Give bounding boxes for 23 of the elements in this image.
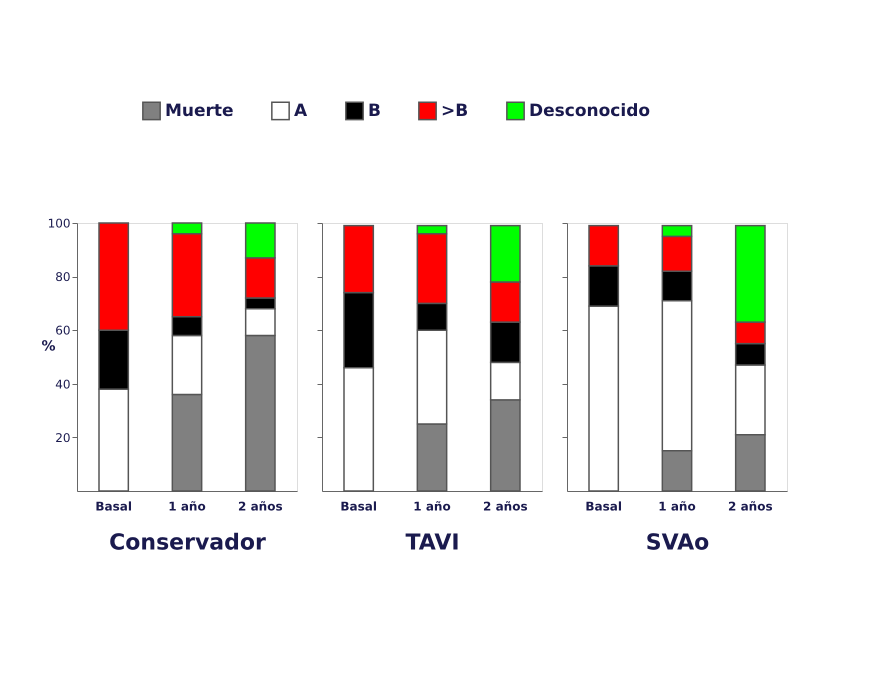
x-tick-label: Basal	[95, 500, 132, 514]
legend-label: Desconocido	[529, 100, 650, 121]
x-tick-label: 2 años	[238, 500, 283, 514]
x-tick-label: 1 año	[168, 500, 206, 514]
legend-label: B	[368, 100, 381, 121]
legend-label: A	[294, 100, 308, 121]
legend-label: >B	[441, 100, 468, 121]
y-tick-label: 100	[48, 216, 70, 230]
y-tick-label: 20	[55, 430, 70, 445]
x-axis-title: Conservador	[109, 530, 266, 556]
x-tick-label: Basal	[585, 500, 622, 514]
y-tick-label: 80	[55, 270, 70, 284]
x-axis-title: SVAo	[646, 530, 710, 556]
y-axis-title: %	[41, 338, 56, 354]
x-tick-label: 2 años	[483, 500, 528, 514]
x-tick-label: 2 años	[728, 500, 773, 514]
x-axis-title: TAVI	[405, 530, 460, 556]
y-tick-label: 60	[55, 324, 70, 338]
x-tick-label: Basal	[340, 500, 377, 514]
y-tick-label: 40	[55, 377, 70, 392]
x-tick-label: 1 año	[413, 500, 451, 514]
x-tick-label: 1 año	[658, 500, 696, 514]
legend-label: Muerte	[165, 100, 234, 121]
